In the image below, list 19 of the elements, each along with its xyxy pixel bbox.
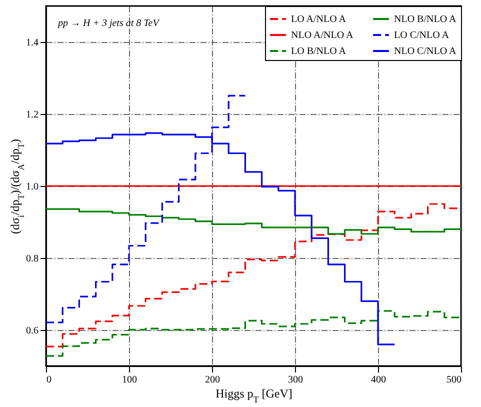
legend-label: LO B/NLO A (291, 46, 347, 57)
y-tick-label: 1.2 (26, 110, 38, 120)
legend-label: LO C/NLO A (394, 30, 450, 41)
x-tick-label: 500 (446, 374, 462, 386)
x-tick-label: 400 (371, 374, 386, 386)
annotation: pp → H + 3 jets at 8 TeV (57, 18, 161, 29)
x-tick-label: 300 (288, 374, 303, 386)
y-tick-label: 0.8 (26, 254, 38, 264)
legend-label: NLO C/NLO A (394, 46, 457, 57)
y-tick-label: 1.4 (26, 38, 38, 48)
legend-label: LO A/NLO A (291, 14, 347, 25)
x-tick-label: 100 (122, 374, 137, 386)
x-tick-label: 0 (46, 374, 52, 386)
y-tick-label: 0.6 (26, 326, 38, 336)
y-tick-label: 1.0 (26, 182, 38, 192)
x-axis-title: Higgs p$_{T}$ [GeV] (216, 386, 292, 404)
x-tick-label: 200 (205, 374, 220, 386)
legend-label: NLO A/NLO A (291, 30, 354, 41)
legend-label: NLO B/NLO A (394, 14, 457, 25)
